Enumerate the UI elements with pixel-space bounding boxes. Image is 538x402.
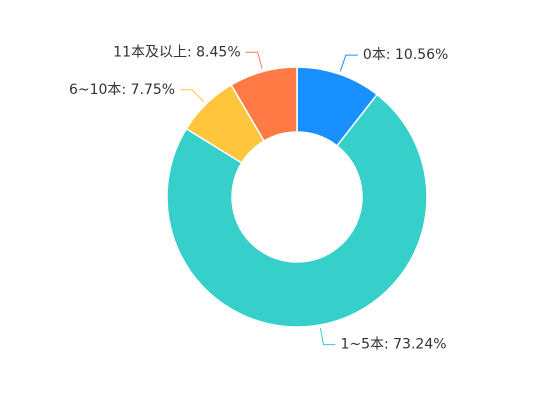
leader-line bbox=[180, 89, 205, 103]
slice-label: 0本: 10.56% bbox=[363, 47, 448, 63]
donut-slice bbox=[166, 93, 428, 328]
slice-label: 11本及以上: 8.45% bbox=[113, 44, 240, 60]
slice-value: : 8.45% bbox=[187, 44, 241, 60]
slice-value: : 7.75% bbox=[121, 82, 175, 98]
donut-slice bbox=[230, 66, 298, 142]
slice-value: : 10.56% bbox=[386, 47, 449, 63]
slice-label: 1~5本: 73.24% bbox=[340, 337, 446, 353]
slice-category: 11本及以上 bbox=[113, 44, 187, 60]
slice-category: 1~5本 bbox=[340, 337, 384, 353]
slice-category: 6~10本 bbox=[69, 82, 121, 98]
leader-line bbox=[245, 51, 263, 69]
slice-label: 6~10本: 7.75% bbox=[69, 82, 175, 98]
leader-line bbox=[339, 54, 358, 72]
slice-category: 0本 bbox=[363, 47, 386, 63]
leader-line bbox=[319, 327, 336, 346]
slice-value: : 73.24% bbox=[384, 337, 447, 353]
